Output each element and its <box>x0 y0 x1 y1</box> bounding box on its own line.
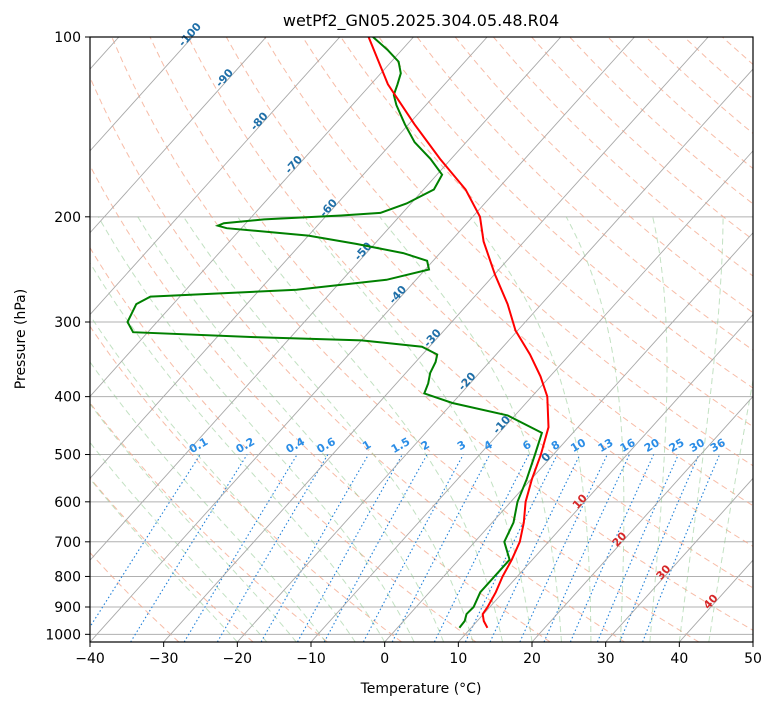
isotherm-line <box>90 37 488 479</box>
y-tick-label: 200 <box>54 210 81 226</box>
isotherm-line <box>90 37 341 316</box>
dry-adiabat <box>187 37 753 589</box>
y-tick-label: 700 <box>54 535 81 551</box>
x-axis-ticks: −40 −30 −20 −10 0 10 20 30 40 50 <box>75 642 762 667</box>
profiles <box>126 37 550 629</box>
moist-adiabat <box>90 441 268 642</box>
pressure-gridlines <box>90 37 753 635</box>
dry-adiabat <box>90 551 180 642</box>
dry-adiabat <box>111 37 700 642</box>
y-axis-label: Pressure (hPa) <box>13 289 29 389</box>
mixing-ratio-line <box>519 454 608 642</box>
mixing-ratio-line <box>297 454 403 642</box>
moist-adiabat <box>90 261 386 642</box>
x-tick-label: 0 <box>380 651 389 667</box>
mixing-ratio-line <box>216 454 329 642</box>
dry-adiabat <box>454 37 753 314</box>
y-tick-label: 1000 <box>45 627 81 643</box>
x-tick-label: 10 <box>449 651 467 667</box>
dry-adiabat <box>302 37 753 467</box>
x-tick-label: −40 <box>75 651 105 667</box>
dewpoint-line <box>126 37 544 629</box>
dry-adiabat <box>416 37 753 351</box>
isotherm-line <box>236 68 753 642</box>
y-tick-label: 900 <box>54 600 81 616</box>
dry-adiabats <box>90 37 753 642</box>
isotherm-line <box>531 395 753 642</box>
dry-adiabat <box>225 37 753 547</box>
dry-adiabat <box>149 37 753 631</box>
mixing-ratio-lines <box>90 454 721 642</box>
isotherm-line <box>90 37 562 561</box>
mixing-ratio-line <box>619 454 700 642</box>
isotherm-line <box>310 150 753 642</box>
x-tick-label: −10 <box>296 651 326 667</box>
x-axis-label: Temperature (°C) <box>360 681 482 697</box>
x-tick-label: 50 <box>744 651 762 667</box>
temperature-line <box>367 37 550 629</box>
mixing-ratio-line <box>183 454 298 642</box>
moist-adiabat <box>649 216 668 642</box>
mixing-ratio-line <box>596 454 679 642</box>
isotherm-line <box>384 232 753 642</box>
moist-adiabat <box>379 216 562 642</box>
mixing-ratio-line <box>260 454 369 642</box>
x-tick-label: −20 <box>223 651 253 667</box>
y-tick-label: 400 <box>54 390 81 406</box>
dry-adiabat <box>378 37 753 389</box>
mixing-ratio-line <box>362 454 464 642</box>
mixing-ratio-line <box>642 454 721 642</box>
mixing-ratio-line <box>90 454 201 628</box>
dry-adiabat <box>90 164 551 642</box>
chart-title: wetPf2_GN05.2025.304.05.48.R04 <box>283 11 559 31</box>
isotherm-line <box>457 313 753 642</box>
moist-adiabat <box>90 314 356 642</box>
moist-adiabat <box>97 216 415 642</box>
isotherm-line <box>90 37 193 152</box>
moist-adiabat <box>90 477 238 642</box>
x-tick-label: 40 <box>670 651 688 667</box>
moist-adiabat <box>708 377 753 642</box>
isotherm-line <box>90 37 267 234</box>
isotherm-line <box>90 37 414 398</box>
background-lines <box>90 37 753 642</box>
mixing-ratio-line <box>543 454 630 642</box>
moist-adiabats <box>90 216 753 642</box>
x-tick-label: −30 <box>149 651 179 667</box>
mixing-ratio-line <box>569 454 655 642</box>
y-tick-label: 100 <box>54 30 81 46</box>
y-axis-ticks: 100 200 300 400 500 600 700 800 900 1000 <box>45 30 90 643</box>
dry-adiabat <box>90 246 477 642</box>
y-tick-label: 800 <box>54 569 81 585</box>
isotherm-line <box>163 37 709 642</box>
x-tick-label: 30 <box>597 651 615 667</box>
y-tick-label: 500 <box>54 448 81 464</box>
moist-adiabat <box>469 216 592 642</box>
moist-adiabat <box>137 216 445 642</box>
dry-adiabat <box>264 37 753 507</box>
dry-adiabat <box>90 75 625 642</box>
isotherm-line <box>605 477 753 642</box>
moist-adiabat <box>237 216 503 642</box>
plot-frame <box>89 36 754 643</box>
y-tick-label: 600 <box>54 495 81 511</box>
y-tick-label: 300 <box>54 315 81 331</box>
dry-adiabat <box>340 37 753 428</box>
dry-adiabat <box>90 477 254 642</box>
x-tick-label: 20 <box>523 651 541 667</box>
mixing-ratio-line <box>489 454 581 642</box>
isotherms <box>90 37 753 642</box>
moist-adiabat <box>565 216 625 642</box>
